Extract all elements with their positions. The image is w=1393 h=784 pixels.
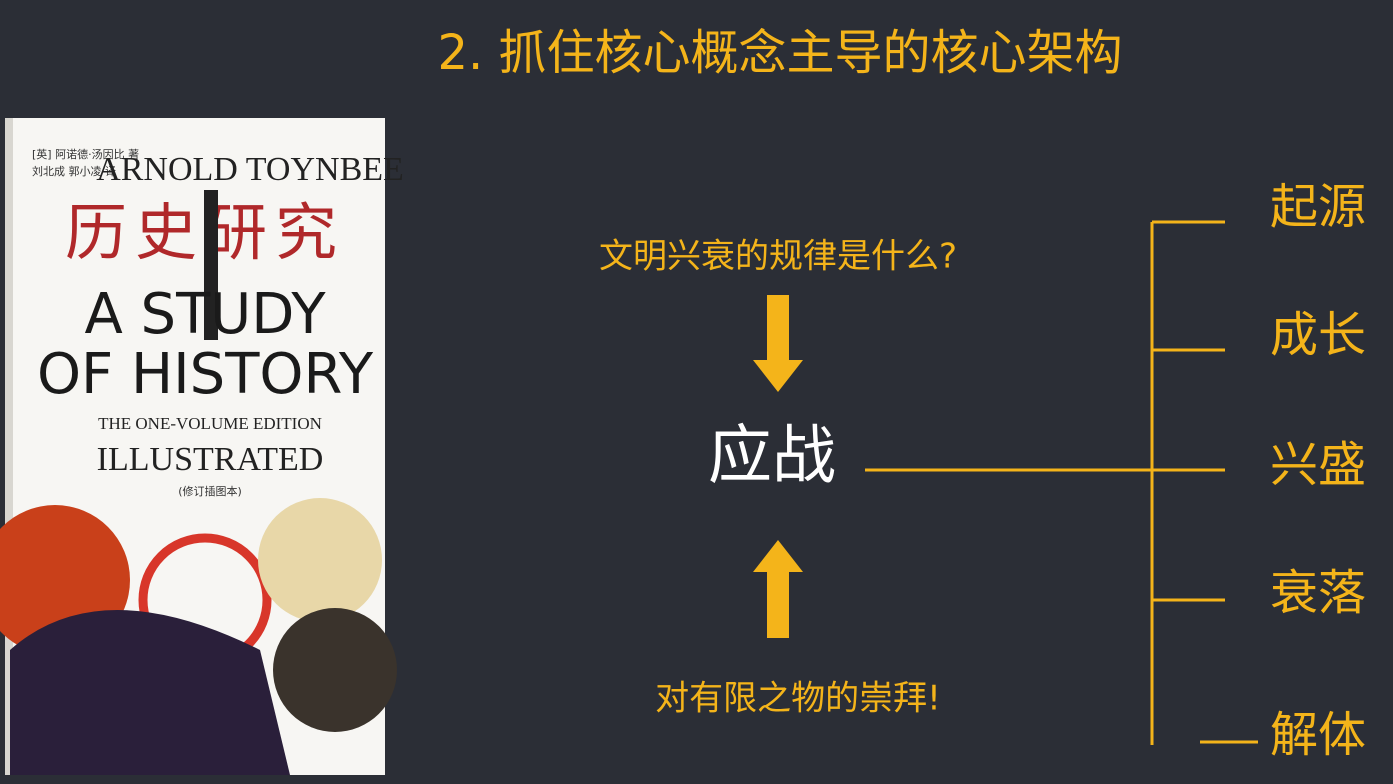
- author-cn: [英] 阿诺德·汤因比 著: [32, 147, 139, 161]
- question: 文明兴衰的规律是什么?: [599, 237, 957, 277]
- stage: 成长: [1270, 307, 1366, 363]
- arrow-up: [753, 540, 803, 638]
- core-concept: 应战: [708, 420, 836, 494]
- image-rose-window: [10, 610, 290, 775]
- slide-title: 2. 抓住核心概念主导的核心架构: [437, 25, 1122, 81]
- stage: 兴盛: [1270, 437, 1366, 493]
- stage: 起源: [1270, 179, 1366, 235]
- title-en-1: A STUDY: [84, 282, 326, 347]
- book-cover: [英] 阿诺德·汤因比 著 刘北成 郭小凌 译 ARNOLD TOYNBEE 历…: [0, 118, 404, 775]
- stage: 解体: [1270, 707, 1366, 763]
- author-en: ARNOLD TOYNBEE: [96, 151, 404, 188]
- note: (修订插图本): [178, 484, 242, 498]
- dagger: [204, 190, 218, 340]
- image-vitruvian: [258, 498, 382, 622]
- edition: THE ONE-VOLUME EDITION: [98, 414, 322, 433]
- stage: 衰落: [1270, 565, 1366, 621]
- title-cn: 历史研究: [65, 200, 345, 268]
- title-en-2: OF HISTORY: [37, 342, 374, 407]
- illustrated: ILLUSTRATED: [97, 441, 324, 478]
- spine-shadow: [5, 118, 13, 775]
- translator-cn: 刘北成 郭小凌 译: [32, 164, 116, 178]
- image-mask: [273, 608, 397, 732]
- cause: 对有限之物的崇拜!: [655, 679, 941, 719]
- tree-lines: [865, 220, 1258, 745]
- arrow-down: [753, 295, 803, 392]
